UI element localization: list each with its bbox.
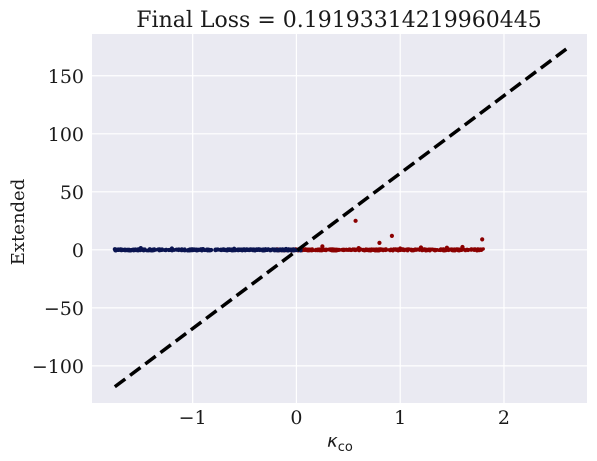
blue-point	[192, 247, 197, 251]
red-point	[381, 247, 385, 251]
blue-point	[229, 247, 233, 252]
red-point	[349, 248, 353, 252]
blue-point	[119, 248, 124, 252]
red-point	[353, 248, 357, 252]
red-point-8	[398, 246, 403, 251]
blue-point-2	[169, 246, 175, 251]
x-axis-label-main: κ	[327, 431, 338, 452]
x-tick-label-2: 1	[394, 407, 406, 429]
series-blue-points	[112, 245, 303, 253]
y-tick-label-1: −50	[44, 298, 84, 320]
y-tick-label-3: 50	[60, 182, 84, 204]
red-point-2	[377, 240, 382, 245]
red-point	[344, 248, 348, 252]
red-point	[335, 248, 339, 253]
blue-point	[238, 247, 242, 251]
red-point	[423, 248, 428, 253]
red-point-5	[460, 244, 465, 250]
blue-point	[163, 248, 167, 252]
blue-point-6	[283, 246, 289, 252]
red-point	[368, 248, 373, 253]
blue-point	[248, 248, 253, 252]
red-point	[430, 247, 435, 252]
blue-point	[182, 249, 187, 253]
blue-point	[128, 248, 133, 253]
blue-point	[160, 247, 165, 252]
blue-point	[189, 247, 194, 251]
red-point	[308, 247, 312, 251]
red-point	[435, 247, 439, 252]
chart-title: Final Loss = 0.19193314219960445	[136, 8, 541, 33]
red-point	[373, 247, 378, 252]
red-point-6	[418, 245, 424, 250]
x-axis-label-subscript: co	[338, 440, 353, 455]
blue-point	[156, 247, 160, 251]
x-tick-label-3: 2	[498, 407, 510, 429]
red-point	[330, 247, 334, 252]
blue-point	[142, 248, 146, 252]
blue-point	[147, 248, 152, 252]
red-point-4	[320, 244, 325, 249]
red-point-9	[444, 245, 450, 250]
blue-point	[213, 248, 218, 253]
red-point-1	[389, 233, 395, 239]
red-point	[455, 247, 459, 251]
red-point	[466, 248, 470, 252]
blue-point	[152, 247, 156, 251]
red-point	[362, 248, 366, 253]
blue-point-4	[232, 246, 237, 251]
blue-point-5	[263, 247, 268, 252]
red-point	[389, 247, 393, 251]
red-point-7	[356, 245, 361, 251]
red-point	[442, 248, 446, 253]
red-point	[409, 248, 414, 253]
red-point	[403, 248, 408, 252]
red-point	[384, 247, 388, 251]
red-point	[324, 248, 328, 253]
blue-point	[216, 247, 220, 252]
red-point	[341, 248, 345, 252]
series-red-points	[274, 218, 485, 253]
blue-point	[178, 248, 182, 252]
y-axis-label: Extended	[8, 179, 29, 265]
blue-point	[224, 247, 228, 252]
blue-point	[290, 248, 294, 253]
grid-lines	[92, 34, 587, 403]
y-tick-label-2: 0	[72, 240, 84, 262]
y-tick-label-0: −100	[32, 356, 84, 378]
blue-point-3	[200, 247, 206, 252]
x-tick-labels: −1 0 1 2	[179, 407, 510, 429]
blue-point	[131, 248, 135, 253]
blue-point	[275, 247, 280, 252]
x-tick-label-1: 0	[290, 407, 302, 429]
x-axis-label: κco	[327, 431, 353, 455]
blue-point	[126, 247, 130, 252]
red-point	[415, 248, 419, 252]
y-tick-labels: −100 −50 0 50 100 150	[32, 66, 84, 378]
red-point	[316, 247, 320, 251]
x-tick-label-0: −1	[179, 407, 207, 429]
blue-point	[257, 247, 262, 252]
blue-point-0	[112, 247, 117, 252]
blue-point-1	[138, 245, 143, 251]
blue-point	[209, 247, 213, 252]
blue-point	[116, 248, 121, 253]
blue-point	[134, 248, 138, 252]
red-point-0	[353, 218, 358, 223]
red-point	[469, 247, 473, 251]
blue-point	[251, 248, 255, 253]
red-point	[450, 248, 454, 253]
blue-point	[204, 248, 209, 252]
y-tick-label-5: 150	[48, 66, 84, 88]
red-point-3	[480, 237, 485, 242]
blue-point	[270, 247, 274, 252]
red-point	[475, 248, 479, 253]
y-tick-label-4: 100	[48, 124, 84, 146]
